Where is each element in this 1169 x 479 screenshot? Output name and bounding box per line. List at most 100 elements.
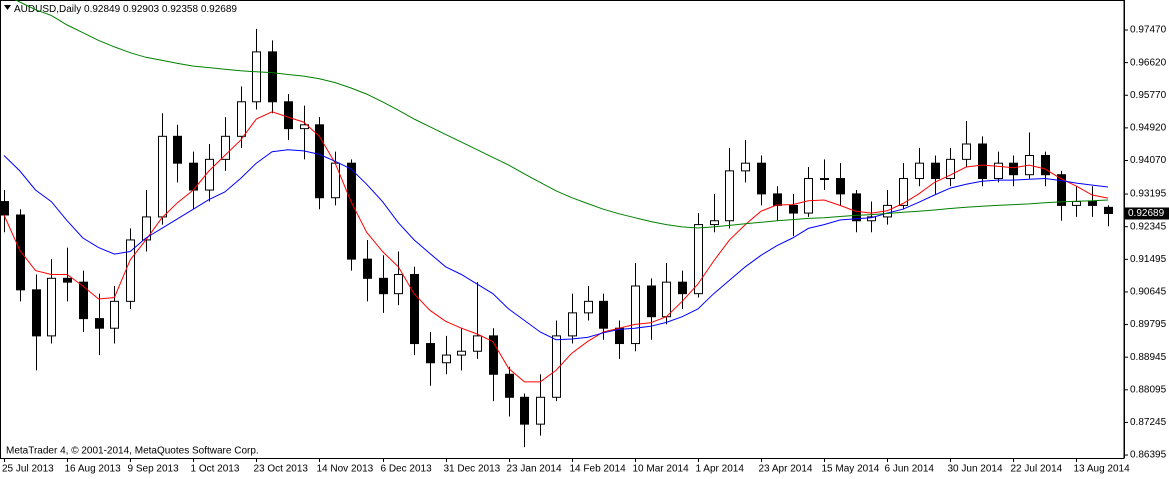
y-tick-label: 0.95770 (1130, 90, 1167, 101)
x-tick-label: 23 Apr 2014 (759, 464, 813, 475)
candle-body (725, 170, 734, 222)
candle-body (252, 51, 261, 103)
close-price: 0.92689 (201, 4, 238, 15)
copyright: MetaTrader 4, © 2001-2014, MetaQuotes So… (6, 446, 259, 457)
moving-average-line (3, 149, 1109, 341)
y-tick-label: 0.88095 (1130, 384, 1167, 395)
candle-body (757, 162, 766, 195)
candle-body (678, 281, 687, 295)
candle-body (836, 178, 845, 195)
y-tick-label: 0.89795 (1130, 319, 1167, 330)
candle-body (173, 135, 182, 164)
candle-body (789, 204, 798, 214)
candle-body (79, 281, 88, 320)
x-tick-label: 10 Mar 2014 (633, 464, 690, 475)
moving-averages (3, 0, 1109, 383)
y-tick-label: 0.94920 (1130, 123, 1167, 134)
y-tick-label: 0.97470 (1130, 25, 1167, 36)
candle-body (142, 216, 151, 241)
y-tick-label: 0.88945 (1130, 352, 1167, 363)
candle-body (931, 162, 940, 180)
candle-body (110, 300, 119, 329)
candle-body (394, 273, 403, 295)
candle-body (0, 201, 9, 216)
candle-body (568, 312, 577, 337)
candle-body (852, 193, 861, 222)
y-tick-label: 0.86395 (1130, 450, 1167, 461)
candle-body (237, 101, 246, 137)
candle-body (915, 162, 924, 180)
moving-average-line (3, 111, 1109, 383)
candle-body (1104, 206, 1113, 214)
candle-body (615, 327, 624, 345)
y-tick-label: 0.94070 (1130, 155, 1167, 166)
candle-body (426, 343, 435, 364)
x-tick-label: 1 Oct 2013 (191, 464, 240, 475)
candle-body (16, 214, 25, 291)
y-tick-label: 0.92345 (1130, 221, 1167, 232)
y-tick-label: 0.96620 (1130, 57, 1167, 68)
current-price-label: 0.92689 (1128, 208, 1165, 219)
x-tick-label: 22 Jul 2014 (1011, 464, 1063, 475)
candle-body (694, 224, 703, 295)
candle-body (410, 273, 419, 345)
candle-body (363, 258, 372, 279)
y-tick-label: 0.91495 (1130, 254, 1167, 265)
candle-body (47, 277, 56, 337)
candle-body (32, 289, 41, 337)
y-tick-label: 0.93195 (1130, 189, 1167, 200)
candle-body (978, 143, 987, 180)
high-price: 0.92903 (123, 4, 160, 15)
candle-body (1009, 162, 1018, 176)
candle-body (520, 396, 529, 425)
candle-body (773, 193, 782, 206)
candle-body (899, 178, 908, 206)
candle-body (489, 335, 498, 375)
low-price: 0.92358 (162, 4, 199, 15)
x-tick-label: 31 Dec 2013 (444, 464, 501, 475)
candle-body (1057, 174, 1066, 206)
candle-body (379, 277, 388, 295)
candle-body (710, 220, 719, 226)
candle-body (126, 239, 135, 302)
candle-body (820, 178, 829, 181)
candle-body (473, 335, 482, 352)
x-tick-label: 1 Apr 2014 (696, 464, 745, 475)
candle-body (442, 354, 451, 364)
x-tick-label: 14 Feb 2014 (570, 464, 627, 475)
symbol-menu-icon (4, 5, 11, 10)
candle-body (647, 285, 656, 318)
candle-body (331, 162, 340, 199)
candle-body (205, 158, 214, 191)
candle-body (584, 300, 593, 314)
chart-header: AUDUSD,Daily 0.92849 0.92903 0.92358 0.9… (14, 4, 237, 15)
candle-body (804, 178, 813, 214)
plot-frame (0, 0, 1125, 459)
x-tick-label: 25 Jul 2013 (2, 464, 54, 475)
x-tick-label: 14 Nov 2013 (317, 464, 374, 475)
x-tick-label: 6 Jun 2014 (885, 464, 935, 475)
x-tick-label: 13 Aug 2014 (1074, 464, 1131, 475)
candle-body (631, 285, 640, 345)
moving-average-line (14, 0, 1109, 229)
candle-body (63, 277, 72, 283)
candle-body (268, 51, 277, 103)
candle-body (552, 335, 561, 398)
x-tick-label: 23 Jan 2014 (507, 464, 562, 475)
chart-title: AUDUSD,Daily (14, 4, 81, 15)
x-tick-label: 15 May 2014 (822, 464, 880, 475)
candle-body (867, 216, 876, 222)
candle-body (1072, 201, 1081, 206)
x-tick-label: 9 Sep 2013 (128, 464, 180, 475)
candle-body (741, 162, 750, 172)
candle-body (994, 162, 1003, 180)
candle-body (284, 101, 293, 130)
candle-body (221, 135, 230, 160)
candle-body (505, 373, 514, 398)
candle-body (347, 162, 356, 260)
candle-body (1041, 155, 1050, 176)
candle-body (457, 350, 466, 356)
y-tick-label: 0.90645 (1130, 287, 1167, 298)
